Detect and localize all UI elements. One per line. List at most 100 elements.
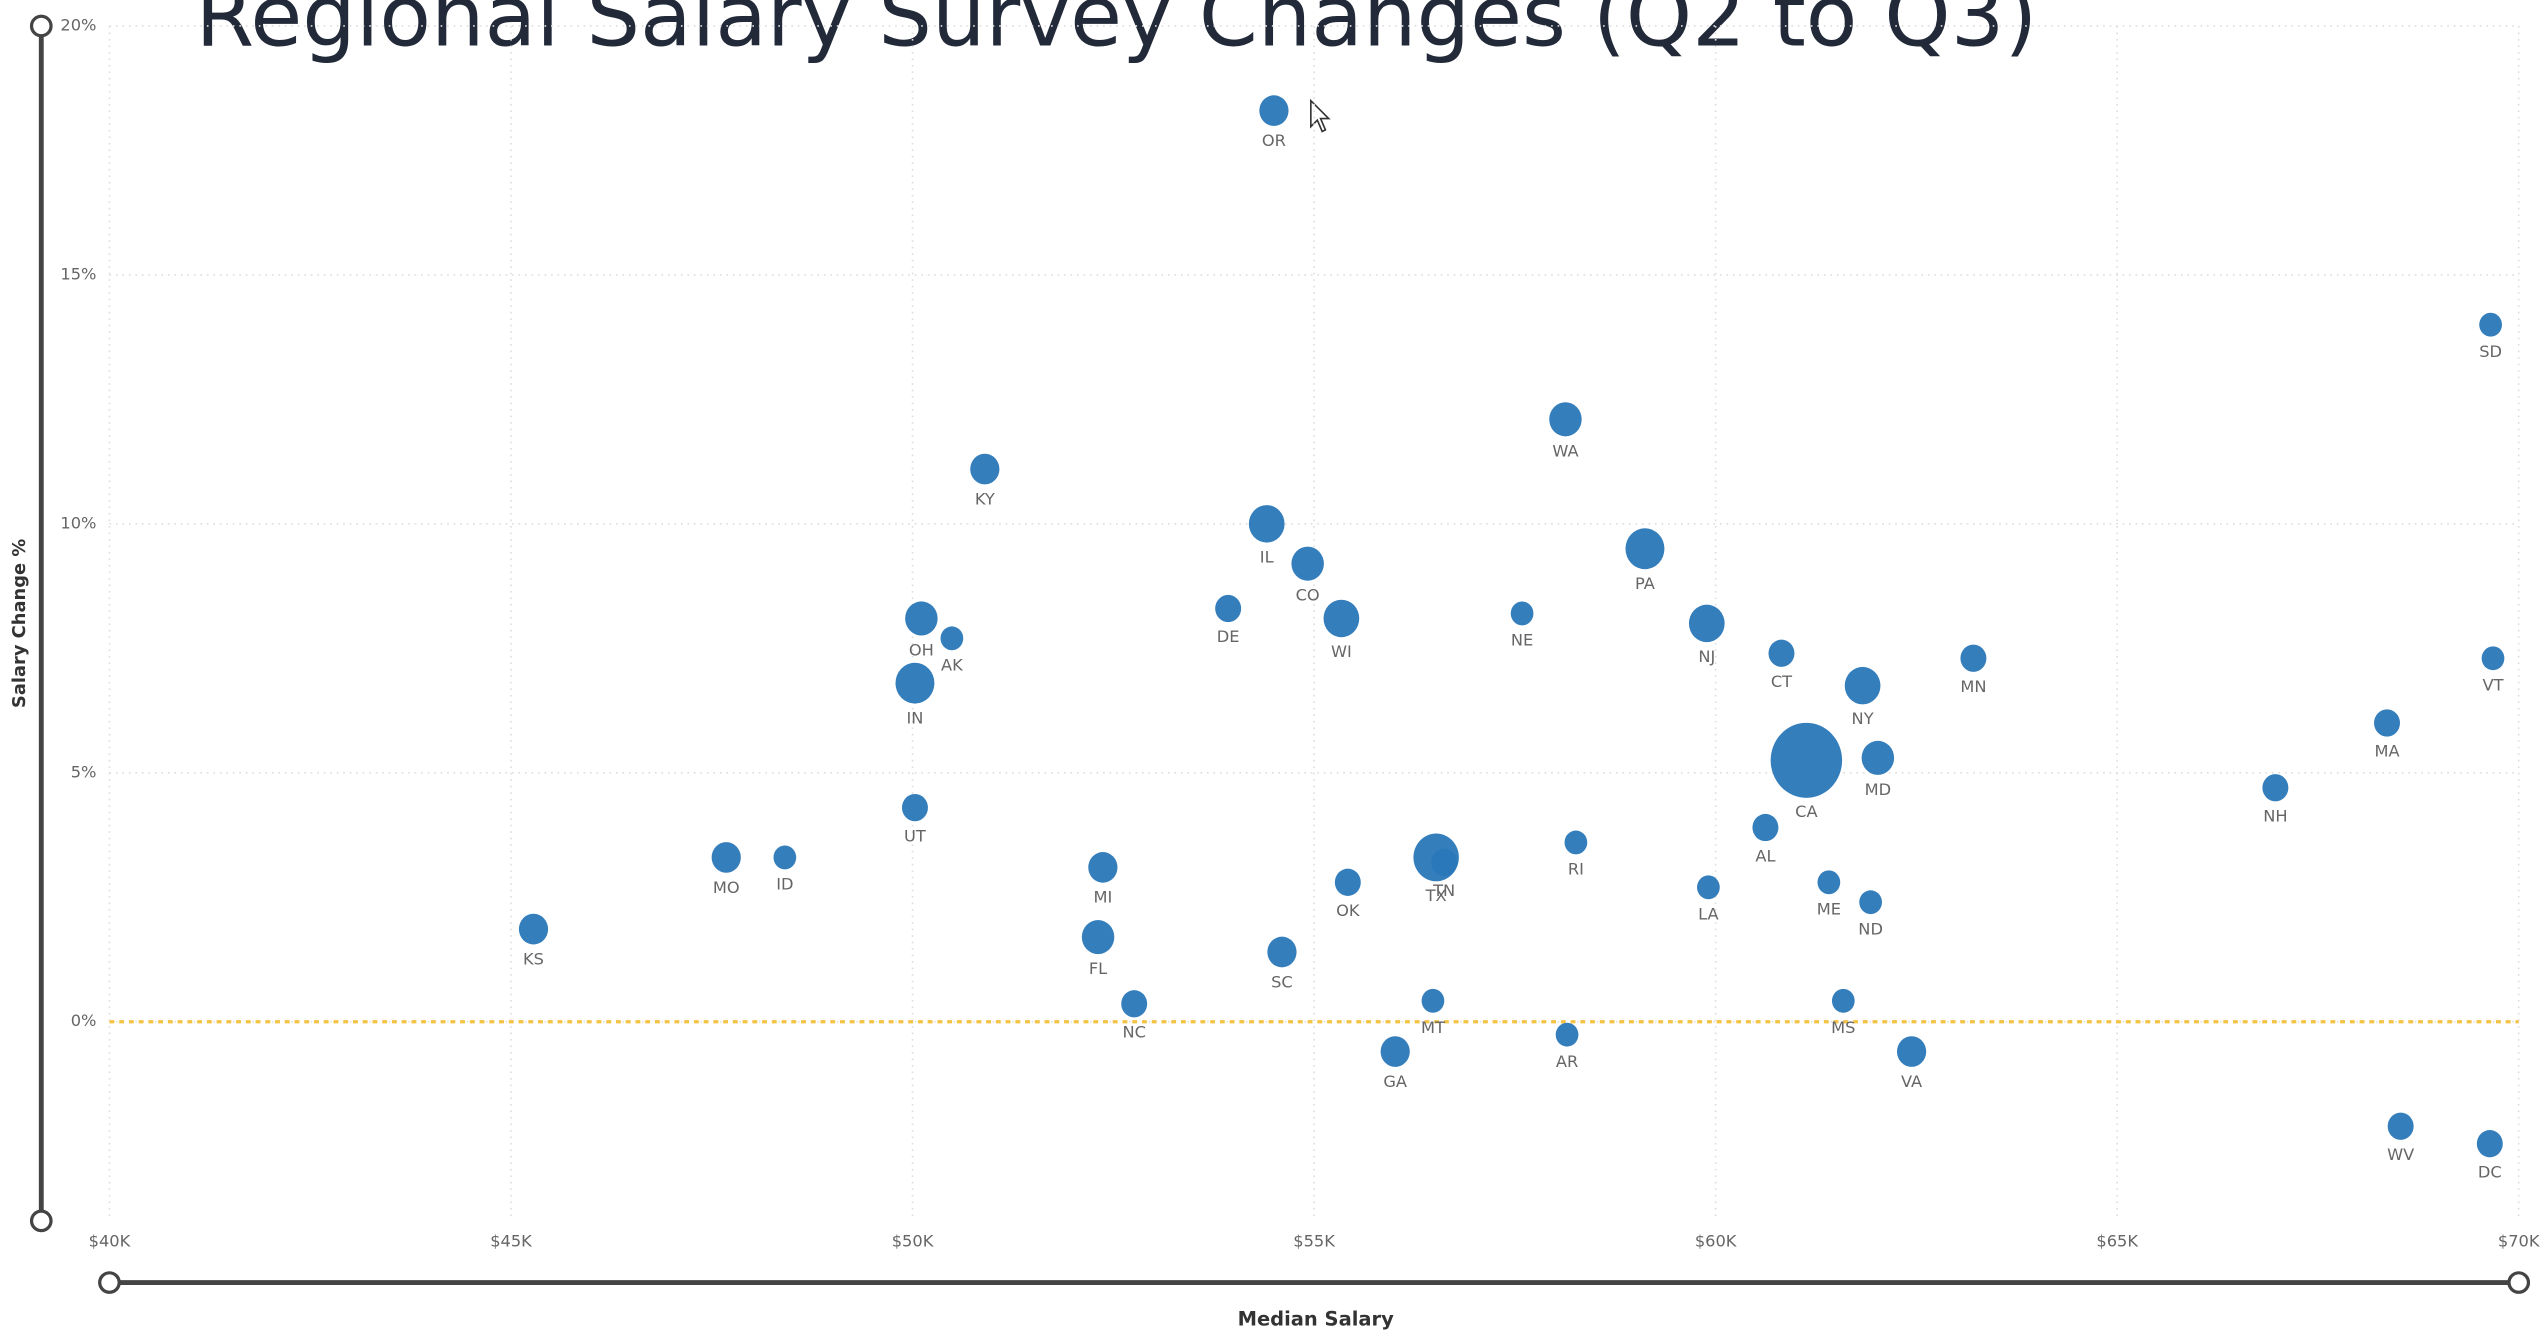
bubble — [1121, 990, 1148, 1018]
bubble — [518, 913, 549, 945]
bubble — [1215, 594, 1242, 623]
point-label: OR — [1262, 131, 1286, 150]
bubble — [1844, 666, 1881, 705]
point-label: CA — [1795, 802, 1817, 821]
point-label: MO — [713, 878, 740, 897]
bubble — [1088, 852, 1118, 883]
bubble — [1510, 601, 1534, 626]
point-label: NY — [1852, 709, 1874, 728]
bubble — [1960, 644, 1987, 672]
bubble — [1770, 722, 1843, 798]
point-label: TX — [1425, 886, 1447, 905]
bubble — [1768, 639, 1795, 667]
bubble — [1421, 988, 1445, 1013]
point-label: SC — [1271, 972, 1293, 991]
point-label: IN — [906, 708, 923, 727]
point-label: WI — [1331, 642, 1352, 661]
bubble — [1323, 599, 1360, 638]
point-label: SD — [2479, 342, 2502, 361]
point-label: NE — [1511, 631, 1533, 650]
bubble — [940, 626, 964, 651]
bubble — [1817, 870, 1841, 895]
point-label: KY — [975, 489, 995, 508]
point-label: RI — [1568, 860, 1584, 879]
y-tick-label: 10% — [60, 513, 96, 532]
bubble — [1081, 920, 1115, 955]
bubble — [970, 453, 1000, 485]
point-label: LA — [1698, 904, 1719, 923]
point-label: ND — [1858, 919, 1883, 938]
point-label: FL — [1089, 959, 1107, 978]
point-label: ME — [1817, 899, 1841, 918]
x-axis-title: Median Salary — [1238, 1307, 1395, 1330]
bubble — [2479, 312, 2502, 337]
bubble — [1564, 830, 1588, 855]
y-axis-title: Salary Change % — [9, 539, 30, 708]
point-label: MT — [1421, 1018, 1445, 1037]
point-label: NC — [1122, 1023, 1145, 1042]
bubble — [1859, 890, 1882, 915]
y-slider[interactable] — [29, 14, 53, 1233]
x-tick-label: $55K — [1293, 1231, 1335, 1250]
bubble — [1248, 505, 1285, 543]
point-label: MS — [1831, 1018, 1855, 1037]
point-label: KS — [523, 949, 544, 968]
bubble — [711, 842, 741, 873]
bubble — [2387, 1112, 2414, 1140]
x-tick-label: $50K — [892, 1231, 934, 1250]
point-label: OH — [909, 640, 934, 659]
x-tick-label: $60K — [1695, 1231, 1737, 1250]
bubble — [1380, 1036, 1410, 1067]
point-label: PA — [1635, 574, 1655, 593]
bubble — [1831, 988, 1855, 1013]
point-label: MA — [2374, 742, 2399, 761]
point-label: CO — [1296, 586, 1320, 605]
bubble — [1291, 546, 1324, 581]
point-label: VA — [1901, 1072, 1922, 1091]
point-label: IL — [1260, 547, 1274, 566]
bubble — [1896, 1036, 1927, 1067]
bubble — [773, 845, 797, 870]
y-tick-label: 15% — [60, 264, 96, 283]
x-tick-label: $70K — [2498, 1231, 2540, 1250]
bubble — [1555, 1022, 1579, 1047]
point-label: ID — [776, 875, 793, 894]
point-label: WV — [2387, 1145, 2414, 1164]
point-label: AK — [941, 655, 963, 674]
point-label: UT — [904, 826, 926, 845]
bubble — [2262, 774, 2289, 802]
point-label: WA — [1552, 441, 1578, 460]
point-label: TN — [1432, 881, 1455, 900]
point-label: VT — [2483, 675, 2504, 694]
point-label: GA — [1383, 1072, 1407, 1091]
x-tick-label: $45K — [490, 1231, 532, 1250]
bubble — [1334, 868, 1361, 896]
bubble — [1549, 402, 1582, 437]
point-label: MD — [1865, 780, 1891, 799]
point-label: MI — [1093, 888, 1112, 907]
bubble — [1861, 740, 1895, 775]
x-slider[interactable] — [98, 1271, 2531, 1294]
chart-title: Regional Salary Survey Changes (Q2 to Q3… — [196, 0, 2038, 66]
x-tick-label: $40K — [89, 1231, 131, 1250]
y-tick-label: 5% — [71, 762, 97, 781]
bubble — [895, 662, 935, 704]
bubble — [2476, 1130, 2503, 1158]
y-tick-label: 20% — [60, 15, 96, 34]
bubble — [1688, 604, 1725, 643]
bubble — [1752, 813, 1779, 842]
point-label: NH — [2263, 806, 2287, 825]
point-label: OK — [1336, 901, 1360, 920]
bubble — [1697, 875, 1720, 900]
point-label: AR — [1556, 1052, 1578, 1071]
point-label: CT — [1771, 672, 1792, 691]
y-tick-label: 0% — [71, 1011, 97, 1030]
x-tick-label: $65K — [2096, 1231, 2138, 1250]
bubble — [1267, 936, 1297, 968]
point-label: NJ — [1698, 647, 1715, 666]
bubble — [2374, 709, 2400, 737]
bubble — [2481, 646, 2505, 671]
bubble — [1431, 848, 1458, 877]
bubble — [905, 601, 938, 636]
